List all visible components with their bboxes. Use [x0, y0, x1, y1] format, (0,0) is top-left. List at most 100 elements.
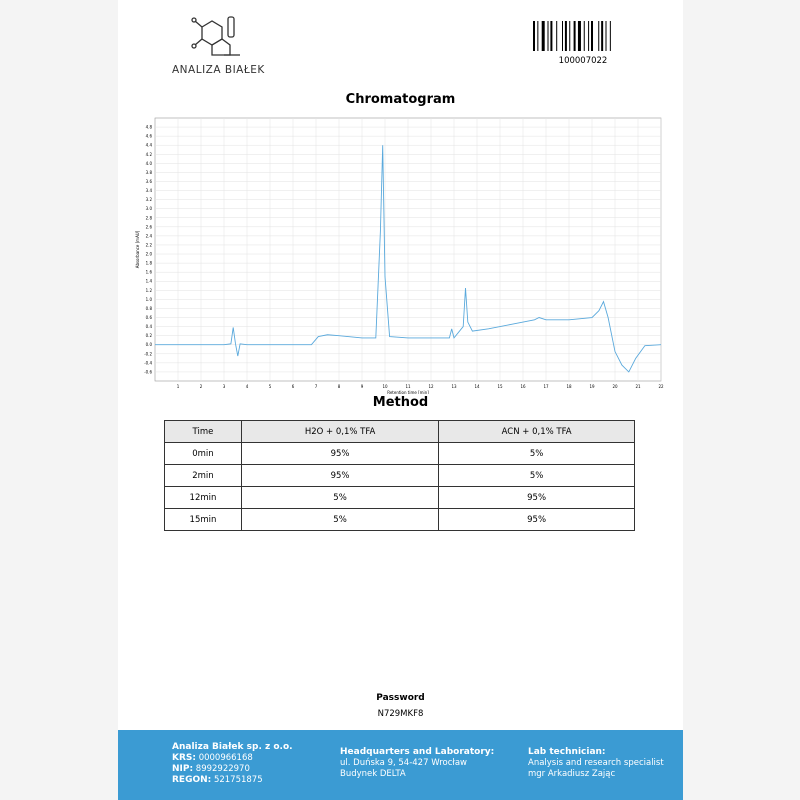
- table-row: 0min 95% 5%: [164, 442, 635, 465]
- x-tick-label: 9: [361, 384, 364, 389]
- x-tick-label: 16: [520, 384, 526, 389]
- x-tick-label: 20: [612, 384, 618, 389]
- x-tick-label: 12: [428, 384, 434, 389]
- table-cell: 5%: [438, 464, 635, 487]
- x-tick-label: 8: [338, 384, 341, 389]
- barcode-bar: [609, 21, 611, 51]
- chart-title: Chromatogram: [345, 92, 456, 107]
- x-tick-label: 7: [315, 384, 318, 389]
- y-tick-label: 1.6: [146, 270, 153, 275]
- y-tick-label: 0.6: [146, 315, 153, 320]
- chromatogram: -0.6 -0.4 -0.2 0.0 0.2 0.4 0.6 0.8 1.0 1.2 1.4 1.6 1…: [135, 117, 664, 394]
- y-tick-label: 2.6: [146, 224, 153, 229]
- y-tick-label: -0.4: [144, 360, 152, 365]
- table-cell: H2O + 0,1% TFA: [240, 420, 440, 443]
- password-label: Password: [376, 693, 425, 703]
- hq-title: Headquarters and Laboratory:: [340, 747, 495, 757]
- lab: Lab technician: Analysis and research sp…: [528, 747, 664, 780]
- x-tick-label: 22: [658, 384, 664, 389]
- barcode-bar: [547, 21, 549, 51]
- y-tick-label: 2.4: [146, 233, 153, 238]
- y-tick-label: 4.8: [146, 125, 153, 130]
- regon-label: REGON:: [172, 775, 212, 785]
- x-tick-label: 13: [451, 384, 457, 389]
- password-value: N729MKF8: [377, 709, 424, 719]
- barcode-bar: [550, 21, 553, 51]
- y-tick-label: 4.4: [146, 143, 153, 148]
- x-tick-label: 3: [223, 384, 226, 389]
- table-row: 12min 5% 95%: [164, 486, 635, 509]
- nip: 8992922970: [195, 764, 250, 774]
- krs: 0000966168: [198, 753, 253, 763]
- y-tick-label: 2.0: [146, 252, 153, 257]
- y-tick-label: 0.0: [146, 342, 153, 347]
- barcode-number: 100007022: [558, 56, 608, 66]
- barcode-bar: [591, 21, 593, 51]
- x-tick-label: 2: [200, 384, 203, 389]
- company: Analiza Białek sp. z o.o. KRS: 000096616…: [172, 742, 293, 786]
- barcode-bar: [577, 21, 581, 51]
- company-name: Analiza Białek sp. z o.o.: [172, 742, 293, 752]
- lab-name: mgr Arkadiusz Zając: [528, 769, 616, 779]
- lab-title: Lab technician:: [528, 747, 606, 757]
- y-tick-label: -0.2: [144, 351, 152, 356]
- y-tick-label: 2.8: [146, 215, 153, 220]
- table-cell: Time: [164, 420, 242, 443]
- barcode-bar: [541, 21, 545, 51]
- y-tick-label: 1.8: [146, 261, 153, 266]
- logo-text: ANALIZA BIAŁEK: [172, 64, 265, 76]
- x-tick-label: 1: [177, 384, 180, 389]
- table-cell: 5%: [240, 508, 440, 531]
- table-row: 15min 5% 95%: [164, 508, 635, 531]
- y-tick-label: 3.0: [146, 206, 153, 211]
- table-cell: 95%: [438, 486, 635, 509]
- y-tick-label: 1.4: [146, 279, 153, 284]
- barcode: [533, 21, 611, 51]
- nip-label: NIP:: [172, 764, 194, 774]
- x-axis-label: Retention time [min]: [387, 390, 429, 394]
- table-cell: 95%: [438, 508, 635, 531]
- method-title: Method: [372, 395, 429, 410]
- y-tick-label: 3.2: [146, 197, 153, 202]
- y-tick-label: 3.6: [146, 179, 153, 184]
- regon: 521751875: [213, 775, 263, 785]
- barcode-bar: [533, 21, 535, 51]
- y-tick-label: 0.2: [146, 333, 153, 338]
- barcode-bar: [605, 21, 607, 51]
- y-tick-label: 0.4: [146, 324, 153, 329]
- table-cell: 2min: [164, 464, 242, 487]
- x-tick-label: 21: [635, 384, 641, 389]
- barcode-bar: [537, 21, 539, 51]
- x-tick-label: 5: [269, 384, 272, 389]
- barcode-bar: [569, 21, 571, 51]
- barcode-bar: [588, 21, 590, 51]
- table-cell: 0min: [164, 442, 242, 465]
- logo-icon: [191, 16, 240, 56]
- x-tick-label: 15: [497, 384, 503, 389]
- hq-address: ul. Duńska 9, 54-427 Wrocław: [340, 758, 467, 768]
- x-tick-label: 17: [543, 384, 549, 389]
- table-cell: 5%: [240, 486, 440, 509]
- method-table: Time H2O + 0,1% TFA ACN + 0,1% TFA 0min 95% 5…: [164, 420, 635, 531]
- lab-role: Analysis and research specialist: [528, 758, 664, 768]
- y-tick-label: 2.2: [146, 242, 153, 247]
- table-cell: 95%: [240, 442, 440, 465]
- x-tick-label: 19: [589, 384, 595, 389]
- y-axis-label: Absorbance [mAU]: [135, 230, 140, 268]
- y-tick-label: 0.8: [146, 306, 153, 311]
- barcode-bar: [601, 21, 604, 51]
- signal-line: [155, 145, 662, 373]
- y-tick-label: 4.6: [146, 134, 153, 139]
- y-tick-label: 4.0: [146, 161, 153, 166]
- barcode-bar: [583, 21, 585, 51]
- table-row: 2min 95% 5%: [164, 464, 635, 487]
- y-tick-label: 4.2: [146, 152, 153, 157]
- table-header: Time H2O + 0,1% TFA ACN + 0,1% TFA: [164, 420, 635, 443]
- x-tick-label: 18: [566, 384, 572, 389]
- y-tick-label: 3.8: [146, 170, 153, 175]
- hq-building: Budynek DELTA: [340, 769, 406, 779]
- x-tick-label: 11: [405, 384, 411, 389]
- table-cell: ACN + 0,1% TFA: [438, 420, 635, 443]
